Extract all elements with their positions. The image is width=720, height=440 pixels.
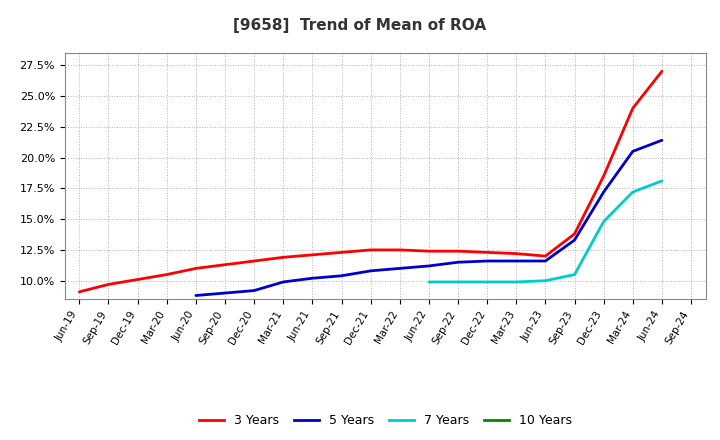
3 Years bbox=[104, 282, 113, 287]
5 Years bbox=[308, 275, 317, 281]
7 Years bbox=[629, 189, 637, 194]
7 Years bbox=[599, 219, 608, 224]
7 Years bbox=[657, 178, 666, 183]
3 Years bbox=[220, 262, 229, 268]
5 Years bbox=[570, 238, 579, 243]
3 Years bbox=[279, 255, 287, 260]
5 Years bbox=[250, 288, 258, 293]
3 Years bbox=[570, 231, 579, 237]
3 Years bbox=[599, 173, 608, 179]
5 Years bbox=[541, 258, 550, 264]
3 Years bbox=[308, 252, 317, 257]
3 Years bbox=[657, 69, 666, 74]
5 Years bbox=[454, 260, 462, 265]
5 Years bbox=[279, 279, 287, 285]
5 Years bbox=[395, 266, 404, 271]
3 Years bbox=[425, 249, 433, 254]
7 Years bbox=[483, 279, 492, 285]
5 Years bbox=[425, 263, 433, 268]
7 Years bbox=[570, 272, 579, 277]
5 Years bbox=[512, 258, 521, 264]
5 Years bbox=[192, 293, 200, 298]
5 Years bbox=[483, 258, 492, 264]
3 Years bbox=[541, 253, 550, 259]
5 Years bbox=[599, 189, 608, 194]
7 Years bbox=[425, 279, 433, 285]
3 Years bbox=[75, 289, 84, 294]
7 Years bbox=[512, 279, 521, 285]
3 Years bbox=[337, 250, 346, 255]
5 Years bbox=[337, 273, 346, 279]
7 Years bbox=[454, 279, 462, 285]
3 Years bbox=[454, 249, 462, 254]
3 Years bbox=[395, 247, 404, 253]
Line: 3 Years: 3 Years bbox=[79, 71, 662, 292]
5 Years bbox=[629, 149, 637, 154]
3 Years bbox=[163, 272, 171, 277]
7 Years bbox=[541, 278, 550, 283]
3 Years bbox=[629, 106, 637, 111]
Text: [9658]  Trend of Mean of ROA: [9658] Trend of Mean of ROA bbox=[233, 18, 487, 33]
3 Years bbox=[250, 258, 258, 264]
Line: 7 Years: 7 Years bbox=[429, 181, 662, 282]
3 Years bbox=[483, 250, 492, 255]
3 Years bbox=[366, 247, 375, 253]
5 Years bbox=[220, 290, 229, 296]
3 Years bbox=[192, 266, 200, 271]
3 Years bbox=[512, 251, 521, 256]
Line: 5 Years: 5 Years bbox=[196, 140, 662, 296]
5 Years bbox=[366, 268, 375, 274]
5 Years bbox=[657, 138, 666, 143]
3 Years bbox=[133, 277, 142, 282]
Legend: 3 Years, 5 Years, 7 Years, 10 Years: 3 Years, 5 Years, 7 Years, 10 Years bbox=[194, 409, 577, 432]
